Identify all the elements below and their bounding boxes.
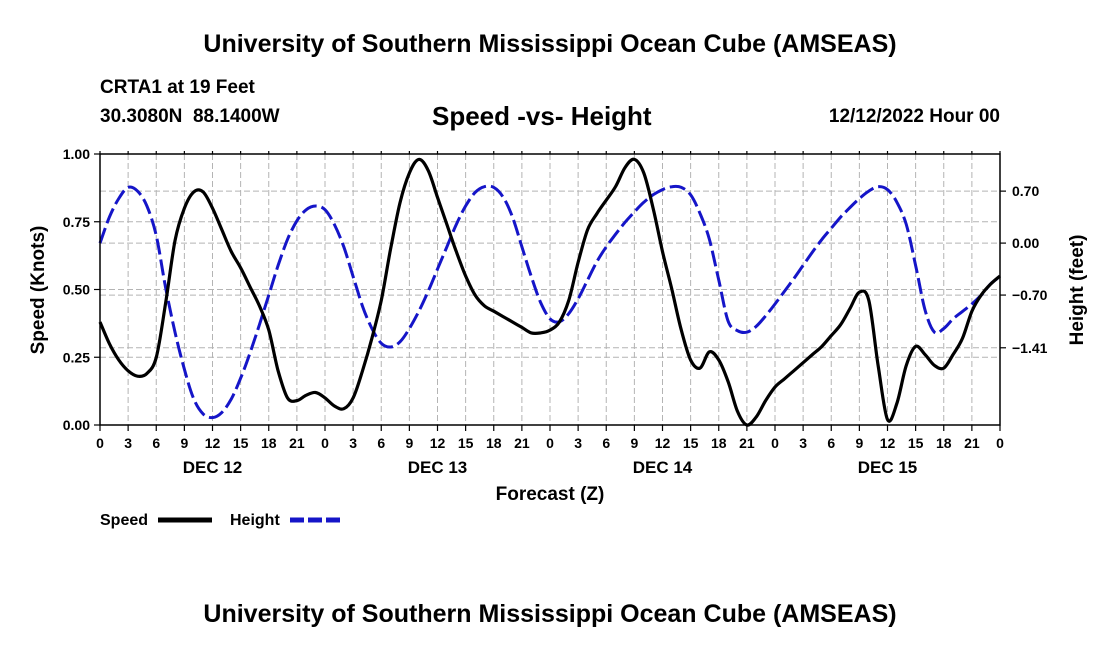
x-tick-label: 12 <box>880 435 896 451</box>
x-tick-label: 0 <box>546 435 554 451</box>
y-tick-label: 0.25 <box>63 349 90 365</box>
x-tick-label: 15 <box>908 435 924 451</box>
x-tick-label: 15 <box>683 435 699 451</box>
y-axis-title-right: Height (feet) <box>1067 235 1088 346</box>
x-tick-label: 21 <box>739 435 755 451</box>
x-tick-label: 9 <box>855 435 863 451</box>
forecast-date: 12/12/2022 Hour 00 <box>828 106 1000 127</box>
x-tick-label: 18 <box>711 435 727 451</box>
y-tick-label: 0.75 <box>63 214 90 230</box>
x-tick-label: 18 <box>936 435 952 451</box>
x-tick-label: 0 <box>96 435 104 451</box>
x-tick-label: 9 <box>405 435 413 451</box>
station-label: CRTA1 at 19 Feet <box>100 77 255 98</box>
x-day-label: DEC 14 <box>633 458 693 477</box>
x-tick-label: 9 <box>630 435 638 451</box>
x-tick-label: 9 <box>180 435 188 451</box>
x-tick-label: 15 <box>233 435 249 451</box>
x-tick-label: 12 <box>205 435 221 451</box>
y-axis-title-left: Speed (Knots) <box>28 226 49 355</box>
y-right-tick-label: 0.00 <box>1012 235 1039 251</box>
chart-legend: Speed Height <box>100 512 344 529</box>
x-tick-label: 0 <box>996 435 1004 451</box>
chart-title: Speed -vs- Height <box>432 101 652 131</box>
footer-title: University of Southern Mississippi Ocean… <box>203 600 897 628</box>
y-right-tick-label: −0.70 <box>1012 287 1048 303</box>
x-tick-label: 3 <box>124 435 132 451</box>
x-axis-title: Forecast (Z) <box>496 484 605 505</box>
chart-axes: 0 3 6 9 12 15 18 21 0 3 6 9 12 15 18 21 0 3 6 9 12 15 18 21 0 3 6 9… <box>63 146 1048 477</box>
x-tick-label: 0 <box>321 435 329 451</box>
speed-height-chart: 0 3 6 9 12 15 18 21 0 3 6 9 12 15 18 21 0 3 6 9 12 15 18 21 0 3 6 9… <box>28 146 1088 529</box>
x-tick-label: 6 <box>152 435 160 451</box>
x-tick-label: 18 <box>261 435 277 451</box>
x-tick-label: 3 <box>349 435 357 451</box>
x-tick-label: 6 <box>602 435 610 451</box>
y-right-tick-label: −1.41 <box>1012 340 1048 356</box>
y-tick-label: 1.00 <box>63 146 90 162</box>
x-tick-label: 6 <box>377 435 385 451</box>
x-tick-label: 15 <box>458 435 474 451</box>
coordinates-label: 30.3080N 88.1400W <box>100 106 280 127</box>
x-tick-label: 12 <box>430 435 446 451</box>
legend-height-label: Height <box>230 512 280 529</box>
x-tick-label: 18 <box>486 435 502 451</box>
page-title: University of Southern Mississippi Ocean… <box>203 30 897 58</box>
height-series-line <box>98 184 1001 420</box>
x-tick-label: 21 <box>514 435 530 451</box>
x-tick-label: 3 <box>574 435 582 451</box>
y-right-tick-label: 0.70 <box>1012 183 1039 199</box>
x-tick-label: 0 <box>771 435 779 451</box>
y-tick-label: 0.50 <box>63 282 90 298</box>
x-day-label: DEC 15 <box>858 458 918 477</box>
speed-series-line <box>98 157 1002 427</box>
x-tick-label: 21 <box>964 435 980 451</box>
legend-speed-label: Speed <box>100 512 148 529</box>
x-day-label: DEC 12 <box>183 458 243 477</box>
x-tick-label: 3 <box>799 435 807 451</box>
x-tick-label: 21 <box>289 435 305 451</box>
y-tick-label: 0.00 <box>63 417 90 433</box>
chart-series <box>98 157 1002 427</box>
x-tick-label: 12 <box>655 435 671 451</box>
x-tick-label: 6 <box>827 435 835 451</box>
x-day-label: DEC 13 <box>408 458 468 477</box>
